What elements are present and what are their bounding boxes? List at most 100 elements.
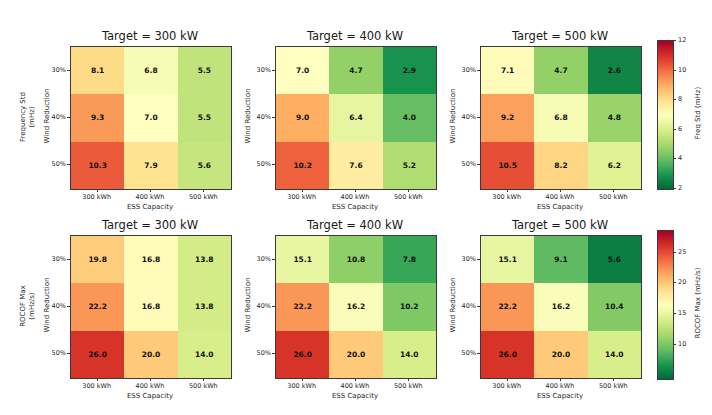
x-tick-mark bbox=[203, 189, 204, 192]
heatmap-cell: 5.6 bbox=[178, 142, 231, 189]
x-tick-mark bbox=[560, 189, 561, 192]
y-tick-label: 30% bbox=[233, 255, 271, 263]
colorbar-tick-mark bbox=[673, 188, 676, 189]
heatmap-cell: 4.7 bbox=[534, 47, 587, 94]
y-axis-label: Wind Reduction bbox=[244, 45, 252, 187]
x-tick-label: 300 kWh bbox=[275, 193, 328, 201]
heatmap-cell: 6.8 bbox=[534, 94, 587, 141]
heatmap-grid: 8.16.85.59.37.05.510.37.95.6 bbox=[70, 46, 232, 190]
x-axis-label: ESS Capacity bbox=[480, 392, 640, 400]
heatmap-cell: 13.8 bbox=[178, 283, 231, 330]
x-axis-label: ESS Capacity bbox=[275, 392, 435, 400]
heatmap-cell: 5.5 bbox=[178, 47, 231, 94]
x-tick-label: 400 kWh bbox=[533, 382, 586, 390]
heatmap-cell: 22.2 bbox=[481, 283, 534, 330]
colorbar-tick-label: 12 bbox=[678, 36, 686, 44]
y-tick-mark bbox=[272, 306, 275, 307]
heatmap-cell: 14.0 bbox=[383, 331, 436, 378]
heatmap-cell: 9.1 bbox=[534, 236, 587, 283]
heatmap-cell: 22.2 bbox=[276, 283, 329, 330]
heatmap-cell: 9.3 bbox=[71, 94, 124, 141]
y-tick-mark bbox=[477, 306, 480, 307]
y-tick-mark bbox=[272, 164, 275, 165]
x-tick-mark bbox=[150, 378, 151, 381]
heatmap-cell: 9.2 bbox=[481, 94, 534, 141]
subplot-title: Target = 400 kW bbox=[275, 29, 435, 43]
y-tick-label: 30% bbox=[438, 66, 476, 74]
y-tick-mark bbox=[477, 70, 480, 71]
colorbar-tick-label: 25 bbox=[678, 248, 686, 256]
colorbar-tick-label: 4 bbox=[678, 154, 682, 162]
x-axis-label: ESS Capacity bbox=[70, 392, 230, 400]
colorbar-tick-label: 10 bbox=[678, 66, 686, 74]
heatmap-cell: 7.1 bbox=[481, 47, 534, 94]
heatmap-cell: 5.2 bbox=[383, 142, 436, 189]
x-tick-label: 300 kWh bbox=[480, 382, 533, 390]
x-tick-label: 500 kWh bbox=[177, 193, 230, 201]
x-tick-label: 500 kWh bbox=[177, 382, 230, 390]
y-tick-label: 50% bbox=[438, 349, 476, 357]
y-tick-label: 40% bbox=[438, 113, 476, 121]
y-tick-mark bbox=[272, 353, 275, 354]
subplot-title: Target = 300 kW bbox=[70, 218, 230, 232]
subplot-title: Target = 400 kW bbox=[275, 218, 435, 232]
y-tick-mark bbox=[67, 259, 70, 260]
heatmap-cell: 9.0 bbox=[276, 94, 329, 141]
heatmap-grid: 7.04.72.99.06.44.010.27.65.2 bbox=[275, 46, 437, 190]
subplot-title: Target = 300 kW bbox=[70, 29, 230, 43]
heatmap-cell: 26.0 bbox=[71, 331, 124, 378]
x-tick-mark bbox=[97, 378, 98, 381]
heatmap-grid: 7.14.72.69.26.84.810.58.26.2 bbox=[480, 46, 642, 190]
y-axis-label: Wind Reduction bbox=[449, 234, 457, 376]
x-tick-mark bbox=[150, 189, 151, 192]
x-tick-mark bbox=[408, 378, 409, 381]
colorbar-tick-mark bbox=[673, 282, 676, 283]
y-tick-mark bbox=[67, 353, 70, 354]
heatmap-cell: 20.0 bbox=[329, 331, 382, 378]
colorbar-tick-mark bbox=[673, 252, 676, 253]
subplot-title: Target = 500 kW bbox=[480, 218, 640, 232]
x-tick-label: 300 kWh bbox=[275, 382, 328, 390]
colorbar-tick-mark bbox=[673, 70, 676, 71]
colorbar-tick-label: 8 bbox=[678, 95, 682, 103]
colorbar-tick-mark bbox=[673, 40, 676, 41]
y-tick-label: 30% bbox=[233, 66, 271, 74]
colorbar-axis-label: Freq Std (mHz) bbox=[694, 39, 702, 187]
heatmap-cell: 19.8 bbox=[71, 236, 124, 283]
x-tick-mark bbox=[355, 189, 356, 192]
colorbar-tick-label: 10 bbox=[678, 340, 686, 348]
heatmap-cell: 8.2 bbox=[534, 142, 587, 189]
heatmap-cell: 6.2 bbox=[588, 142, 641, 189]
heatmap-cell: 22.2 bbox=[71, 283, 124, 330]
heatmap-cell: 7.6 bbox=[329, 142, 382, 189]
x-tick-mark bbox=[302, 378, 303, 381]
heatmap-cell: 4.8 bbox=[588, 94, 641, 141]
heatmap-cell: 6.8 bbox=[124, 47, 177, 94]
x-tick-label: 300 kWh bbox=[70, 382, 123, 390]
heatmap-cell: 26.0 bbox=[481, 331, 534, 378]
x-tick-mark bbox=[560, 378, 561, 381]
heatmap-cell: 6.4 bbox=[329, 94, 382, 141]
heatmap-cell: 16.2 bbox=[534, 283, 587, 330]
heatmap-cell: 2.6 bbox=[588, 47, 641, 94]
x-tick-label: 300 kWh bbox=[70, 193, 123, 201]
x-tick-mark bbox=[613, 378, 614, 381]
colorbar-tick-mark bbox=[673, 129, 676, 130]
heatmap-cell: 16.8 bbox=[124, 236, 177, 283]
y-tick-mark bbox=[272, 70, 275, 71]
x-tick-label: 400 kWh bbox=[123, 382, 176, 390]
heatmap-cell: 14.0 bbox=[588, 331, 641, 378]
colorbar-tick-mark bbox=[673, 313, 676, 314]
y-axis-label: Wind Reduction bbox=[43, 45, 51, 187]
x-tick-mark bbox=[203, 378, 204, 381]
colorbar-tick-mark bbox=[673, 99, 676, 100]
heatmap-cell: 20.0 bbox=[124, 331, 177, 378]
colorbar bbox=[657, 40, 674, 190]
colorbar-tick-mark bbox=[673, 158, 676, 159]
heatmap-cell: 10.4 bbox=[588, 283, 641, 330]
y-tick-mark bbox=[477, 117, 480, 118]
subplot-title: Target = 500 kW bbox=[480, 29, 640, 43]
heatmap-cell: 10.2 bbox=[276, 142, 329, 189]
y-tick-mark bbox=[477, 353, 480, 354]
x-tick-mark bbox=[97, 189, 98, 192]
